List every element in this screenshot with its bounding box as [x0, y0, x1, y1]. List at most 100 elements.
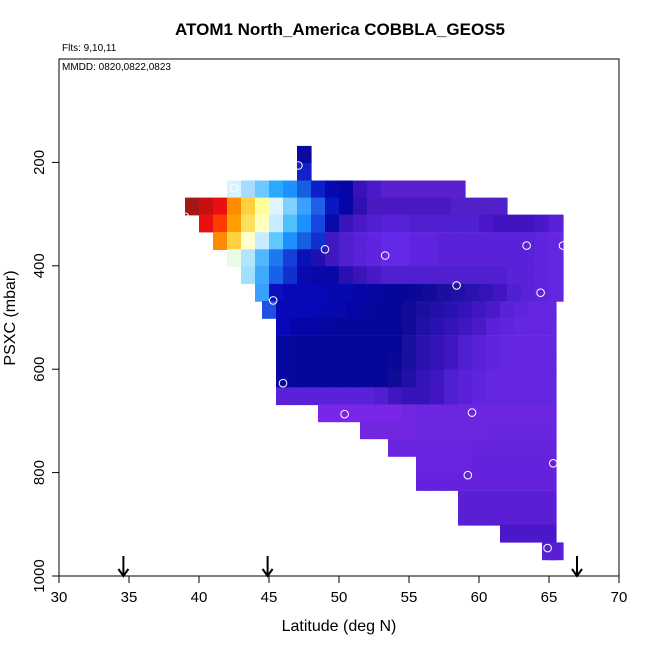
heatmap-cell — [276, 369, 291, 388]
heatmap-cell — [458, 473, 473, 491]
heatmap-cell — [360, 369, 375, 388]
heatmap-cell — [269, 197, 284, 216]
heatmap-cell — [514, 318, 529, 336]
heatmap-cell — [269, 283, 284, 302]
heatmap-cell — [374, 301, 389, 319]
heatmap-cell — [346, 387, 361, 406]
heatmap-cell — [521, 283, 536, 302]
heatmap-cell — [311, 266, 326, 285]
heatmap-cell — [486, 387, 501, 406]
heatmap-cell — [472, 507, 487, 526]
heatmap-cell — [549, 214, 564, 233]
heatmap-cell — [500, 369, 515, 388]
heatmap-cell — [528, 456, 543, 474]
heatmap-cell — [472, 473, 487, 491]
heatmap-cell — [416, 369, 431, 388]
heatmap-cell — [402, 404, 417, 423]
observation-point — [522, 241, 531, 250]
observation-point — [452, 281, 461, 290]
heatmap-cell — [528, 301, 543, 319]
heatmap-cell — [402, 421, 417, 440]
heatmap-cell — [339, 283, 354, 302]
observation-point — [294, 161, 303, 170]
heatmap-cell — [290, 318, 305, 336]
heatmap-cell — [500, 301, 515, 319]
heatmap-cell — [444, 369, 459, 388]
heatmap-cell — [304, 352, 319, 371]
heatmap-cell — [423, 197, 438, 216]
heatmap-cell — [430, 301, 445, 319]
x-tick-label: 70 — [611, 589, 628, 606]
heatmap-cell — [486, 335, 501, 354]
heatmap-cell — [346, 352, 361, 371]
heatmap-cell — [367, 266, 382, 285]
heatmap-cell — [241, 180, 256, 199]
heatmap-cell — [486, 456, 501, 474]
heatmap-cell — [283, 214, 298, 233]
heatmap-cell — [493, 249, 508, 268]
heatmap-cell — [514, 404, 529, 423]
heatmap-cell — [416, 352, 431, 371]
heatmap-cell — [528, 439, 543, 457]
heatmap-cell — [374, 387, 389, 406]
heatmap-cell — [325, 214, 340, 233]
heatmap-cell — [283, 197, 298, 216]
heatmap-cell — [423, 249, 438, 268]
heatmap-cell — [430, 335, 445, 354]
heatmap-cell — [416, 473, 431, 491]
heatmap-cell — [528, 318, 543, 336]
heatmap-cell — [332, 318, 347, 336]
heatmap-cell — [332, 335, 347, 354]
heatmap-cell — [276, 352, 291, 371]
heatmap-cell — [507, 283, 522, 302]
heatmap-cell — [297, 162, 312, 181]
heatmap-cell — [367, 180, 382, 199]
heatmap-cell — [486, 318, 501, 336]
heatmap-cell — [549, 249, 564, 268]
heatmap-cell — [430, 387, 445, 406]
heatmap-cell — [542, 369, 557, 388]
heatmap-cell — [423, 283, 438, 302]
heatmap-cell — [542, 318, 557, 336]
heatmap-cell — [325, 266, 340, 285]
heatmap-cell — [514, 421, 529, 440]
heatmap-cell — [318, 404, 333, 423]
heatmap-cell — [269, 266, 284, 285]
heatmap-cell — [290, 369, 305, 388]
heatmap-cell — [535, 214, 550, 233]
heatmap-cell — [297, 197, 312, 216]
heatmap-cell — [283, 249, 298, 268]
heatmap-cell — [472, 318, 487, 336]
heatmap-cell — [409, 197, 424, 216]
observation-point — [340, 409, 349, 419]
heatmap-cell — [500, 352, 515, 371]
heatmap-cell — [311, 180, 326, 199]
heatmap-cell — [325, 283, 340, 302]
heatmap-cell — [444, 301, 459, 319]
heatmap-cell — [297, 283, 312, 302]
heatmap-cell — [402, 318, 417, 336]
observation-point — [229, 184, 239, 193]
heatmap-cell — [241, 249, 256, 268]
heatmap-cell — [479, 232, 494, 250]
heatmap-cell — [381, 232, 396, 250]
heatmap-cell — [332, 352, 347, 371]
heatmap-cell — [521, 232, 536, 250]
heatmap-cell — [311, 232, 326, 250]
x-tick-label: 45 — [261, 589, 278, 606]
heatmap-cell — [388, 387, 403, 406]
heatmap-cell — [486, 490, 501, 509]
heatmap-cell — [507, 249, 522, 268]
heatmap-cell — [255, 283, 270, 302]
heatmap-cell — [395, 197, 410, 216]
heatmap-cell — [542, 524, 557, 543]
heatmap-cell — [269, 180, 284, 199]
heatmap-cell — [395, 232, 410, 250]
heatmap-cell — [451, 214, 466, 233]
heatmap-cell — [486, 404, 501, 423]
heatmap-cell — [479, 283, 494, 302]
heatmap-cell — [402, 439, 417, 457]
observation-point — [268, 296, 278, 305]
heatmap-cell — [528, 387, 543, 406]
heatmap-cell — [311, 214, 326, 233]
